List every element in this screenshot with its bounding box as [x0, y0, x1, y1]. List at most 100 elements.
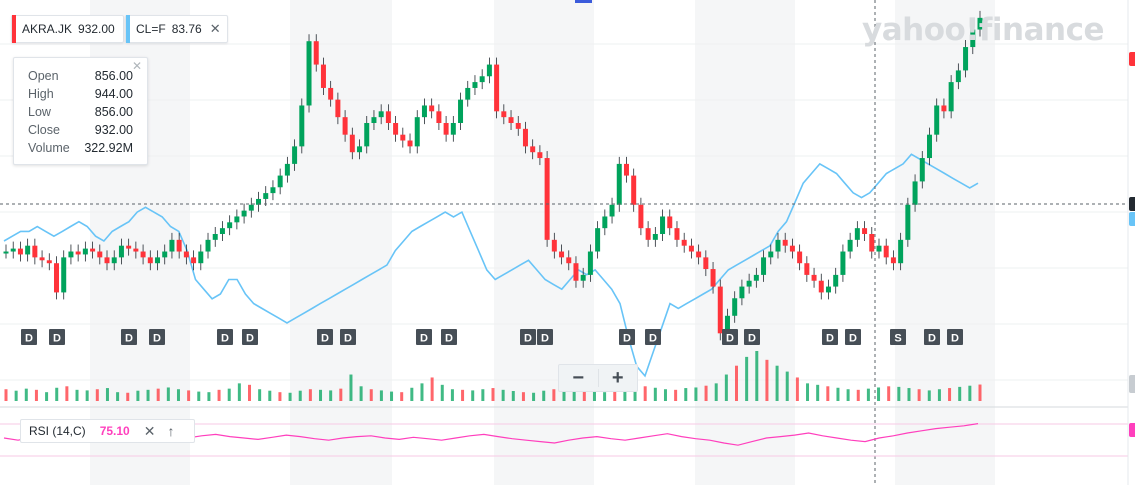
candle-body [284, 163, 290, 176]
candle-body [306, 41, 312, 106]
volume-bar [958, 386, 962, 401]
event-marker[interactable]: S [890, 329, 906, 345]
remove-compare-icon[interactable]: ✕ [209, 21, 221, 36]
legend-compare[interactable]: CL=F 83.76 ✕ [125, 15, 228, 43]
volume-bar [704, 385, 708, 401]
candlesticks [3, 10, 983, 341]
candle-body [753, 274, 759, 281]
candle-body [970, 29, 976, 48]
event-marker[interactable]: D [242, 329, 258, 345]
volume-bar [187, 390, 191, 401]
legend-primary[interactable]: AKRA.JK 932.00 [11, 15, 124, 43]
volume-bar [511, 391, 515, 401]
close-icon[interactable]: ✕ [143, 422, 156, 439]
event-marker[interactable]: D [441, 329, 457, 345]
event-marker[interactable]: D [722, 329, 738, 345]
volume-bar [430, 377, 434, 401]
event-marker[interactable]: D [340, 329, 356, 345]
compare-symbol: CL=F [136, 22, 166, 36]
marker-badge [890, 329, 906, 345]
volume-bar [887, 386, 891, 401]
event-marker[interactable]: D [520, 329, 536, 345]
marker-label: D [826, 333, 834, 345]
candle-body [111, 257, 117, 264]
marker-badge [744, 329, 760, 345]
volume-bar [542, 390, 546, 401]
volume-bar [501, 389, 505, 401]
candle-body [357, 146, 363, 153]
arrow-up-icon[interactable]: ↑ [167, 423, 175, 439]
volume-bar [907, 388, 911, 401]
volume-bar [65, 386, 69, 401]
marker-label: D [849, 333, 857, 345]
candle-body [544, 158, 550, 240]
range-indicator[interactable] [575, 0, 592, 3]
volume-bar [278, 392, 282, 401]
event-marker[interactable]: D [744, 329, 760, 345]
volume-scroll-handle[interactable] [1129, 375, 1135, 393]
candle-body [349, 134, 355, 153]
candle-body [421, 105, 427, 118]
volume-bar [105, 388, 109, 401]
volume-bar [379, 390, 383, 401]
candle-body [97, 251, 103, 258]
event-marker[interactable]: D [49, 329, 65, 345]
event-marker[interactable]: D [537, 329, 553, 345]
volume-bar [400, 392, 404, 401]
event-marker[interactable]: D [924, 329, 940, 345]
event-marker[interactable]: D [619, 329, 635, 345]
candle-body [219, 228, 225, 234]
candle-body [782, 239, 788, 246]
candle-body [364, 123, 370, 147]
candle-body [443, 123, 449, 135]
candle-body [941, 105, 947, 112]
marker-badge [317, 329, 333, 345]
candle-body [551, 239, 557, 252]
volume-bar [258, 389, 262, 401]
candle-body [862, 228, 868, 234]
candle-body [393, 123, 399, 135]
candle-body [840, 251, 846, 275]
volume-bar [207, 392, 211, 401]
volume-bar [836, 387, 840, 401]
marker-badge [149, 329, 165, 345]
volume-bar [937, 389, 941, 401]
event-marker[interactable]: D [416, 329, 432, 345]
event-marker[interactable]: D [149, 329, 165, 345]
candle-body [169, 239, 175, 252]
volume-bar [765, 359, 769, 401]
candle-body [46, 260, 52, 264]
ohlc-row-close: Close 932.00 [28, 123, 133, 137]
candle-body [797, 251, 803, 264]
primary-symbol: AKRA.JK [22, 22, 73, 36]
zoom-out-button[interactable]: − [572, 367, 585, 389]
candle-body [580, 274, 586, 281]
candle-body [515, 123, 521, 129]
event-marker[interactable]: D [822, 329, 838, 345]
event-marker[interactable]: D [217, 329, 233, 345]
marker-badge [822, 329, 838, 345]
event-marker[interactable]: D [947, 329, 963, 345]
volume-bar [623, 384, 627, 401]
rsi-legend[interactable]: RSI (14,C) 75.10 ✕ ↑ [20, 419, 196, 443]
candle-body [854, 228, 860, 240]
close-tooltip-icon[interactable]: ✕ [131, 59, 142, 73]
volume-bar [339, 388, 343, 401]
candle-body [522, 128, 528, 147]
candle-body [458, 99, 464, 123]
event-marker[interactable]: D [317, 329, 333, 345]
candle-body [616, 163, 622, 205]
candle-body [905, 204, 911, 240]
event-marker[interactable]: D [121, 329, 137, 345]
candle-body [270, 187, 276, 194]
marker-label: D [951, 333, 959, 345]
zoom-in-button[interactable]: + [611, 367, 624, 389]
volume-bar [795, 377, 799, 401]
event-marker[interactable]: D [645, 329, 661, 345]
event-marker[interactable]: D [21, 329, 37, 345]
marker-badge [21, 329, 37, 345]
marker-label: D [445, 333, 453, 345]
event-marker[interactable]: D [845, 329, 861, 345]
